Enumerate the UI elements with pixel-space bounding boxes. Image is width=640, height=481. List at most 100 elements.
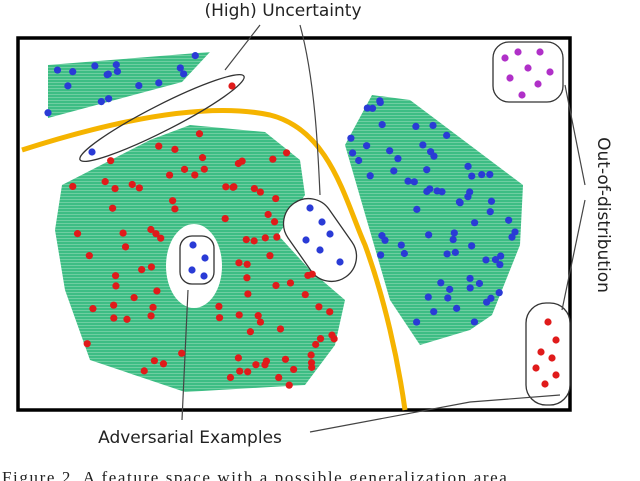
sample-point (497, 252, 505, 260)
sample-point (191, 171, 199, 179)
sample-point (236, 367, 244, 375)
sample-point (412, 122, 420, 131)
sample-point (69, 68, 77, 76)
sample-point (230, 183, 238, 191)
sample-point (450, 229, 458, 237)
sample-point (111, 184, 119, 193)
sample-point (64, 82, 72, 90)
sample-point (426, 185, 434, 193)
sample-point (429, 121, 437, 130)
uncertainty-region (79, 74, 245, 162)
sample-point (215, 314, 224, 322)
sample-point (256, 188, 264, 196)
sample-point (306, 204, 314, 212)
sample-point (250, 184, 258, 193)
sample-point (419, 141, 427, 149)
sample-point (246, 328, 254, 336)
sample-point (437, 279, 445, 287)
sample-point (238, 157, 246, 165)
sample-point (44, 109, 52, 117)
sample-point (91, 62, 99, 70)
sample-point (171, 205, 179, 213)
sample-point (153, 287, 161, 295)
sample-point (155, 79, 163, 87)
sample-point (244, 290, 252, 298)
sample-point (189, 241, 197, 249)
sample-point (101, 178, 109, 186)
sample-point (315, 303, 323, 311)
sample-point (544, 318, 552, 326)
sample-point (536, 48, 544, 56)
sample-point (242, 235, 250, 244)
sample-point (112, 61, 120, 69)
sample-point (113, 67, 122, 76)
adversarial-region (179, 235, 215, 285)
sample-point (466, 188, 474, 196)
sample-point (244, 368, 252, 376)
sample-point (316, 246, 324, 254)
sample-point (112, 282, 120, 290)
sample-point (222, 183, 230, 191)
sample-point (85, 252, 93, 260)
sample-point (508, 233, 516, 241)
sample-point (363, 142, 371, 150)
sample-point (534, 80, 542, 88)
sample-point (506, 74, 514, 82)
sample-point (386, 147, 394, 155)
sample-point (147, 312, 155, 320)
sample-point (548, 354, 556, 362)
sample-point (243, 274, 251, 282)
sample-point (107, 157, 115, 165)
sample-point (464, 162, 472, 170)
sample-point (316, 335, 325, 343)
sample-point (159, 360, 168, 368)
sample-point (286, 279, 295, 287)
sample-point (486, 170, 494, 179)
sample-point (347, 134, 355, 142)
sample-point (147, 225, 155, 234)
sample-point (221, 215, 229, 223)
sample-point (413, 318, 421, 326)
sample-point (111, 272, 120, 280)
sample-point (243, 260, 251, 268)
sample-point (466, 274, 474, 283)
sample-point (301, 290, 309, 299)
sample-point (261, 234, 269, 242)
sample-point (475, 279, 484, 288)
sample-point (128, 180, 136, 189)
sample-point (264, 210, 272, 219)
sample-point (89, 305, 97, 313)
sample-point (468, 172, 476, 180)
sample-point (234, 354, 242, 362)
sample-point (496, 260, 504, 269)
sample-point (451, 248, 459, 256)
sample-point (119, 229, 127, 237)
sample-point (404, 177, 412, 185)
sample-point (188, 266, 196, 274)
sample-point (150, 357, 159, 365)
sample-point (470, 318, 479, 326)
ood-region (525, 302, 571, 406)
sample-point (269, 155, 277, 163)
sample-point (487, 197, 496, 205)
sample-point (453, 304, 461, 312)
sample-point (200, 272, 208, 280)
sample-point (430, 152, 438, 160)
uncertainty-label: (High) Uncertainty (204, 1, 361, 21)
decision-boundary (21, 108, 408, 411)
sample-point (455, 198, 464, 206)
sample-point (318, 218, 326, 226)
sample-point (123, 315, 131, 323)
sample-point (537, 348, 545, 356)
sample-point (110, 314, 118, 322)
sample-point (378, 232, 386, 240)
sample-point (235, 311, 243, 319)
sample-point (423, 166, 431, 174)
sample-point (256, 318, 265, 326)
sample-point (312, 340, 320, 349)
sample-point (366, 172, 374, 180)
sample-point (302, 236, 310, 244)
sample-point (270, 218, 279, 226)
sample-point (105, 95, 113, 103)
sample-point (449, 235, 457, 244)
